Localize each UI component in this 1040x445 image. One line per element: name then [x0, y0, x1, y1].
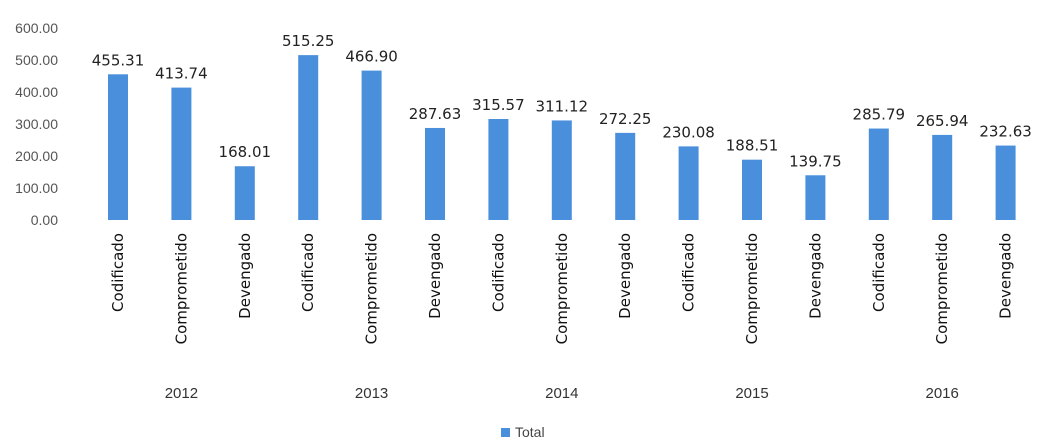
y-tick-label: 300.00 [15, 116, 58, 132]
y-tick-label: 600.00 [15, 20, 58, 36]
bar [488, 119, 508, 220]
y-tick-label: 0.00 [31, 212, 58, 228]
data-label: 311.12 [536, 97, 589, 115]
data-label: 515.25 [282, 32, 335, 50]
bar [235, 166, 255, 220]
bar [171, 88, 191, 220]
category-label: Comprometido [743, 233, 761, 344]
bar [869, 129, 889, 220]
bar [552, 120, 572, 220]
y-tick-label: 500.00 [15, 52, 58, 68]
category-label: Devengado [616, 233, 634, 319]
data-label: 232.63 [979, 123, 1032, 141]
data-label: 272.25 [599, 110, 652, 128]
year-label: 2012 [165, 385, 198, 402]
category-label: Devengado [806, 233, 824, 319]
data-label: 287.63 [409, 105, 462, 123]
legend-swatch [501, 428, 510, 437]
category-label: Comprometido [363, 233, 381, 344]
data-label: 230.08 [662, 123, 715, 141]
data-label: 188.51 [726, 137, 779, 155]
year-label: 2015 [735, 385, 768, 402]
data-label: 265.94 [916, 112, 969, 130]
category-label: Devengado [236, 233, 254, 319]
category-label: Codificado [680, 233, 698, 312]
data-label: 466.90 [345, 48, 398, 66]
year-label: 2016 [926, 385, 959, 402]
data-label: 315.57 [472, 96, 525, 114]
data-label: 455.31 [92, 51, 145, 69]
category-label: Comprometido [933, 233, 951, 344]
category-label: Devengado [997, 233, 1015, 319]
category-label: Comprometido [553, 233, 571, 344]
year-label: 2014 [545, 385, 578, 402]
y-tick-label: 400.00 [15, 84, 58, 100]
bar [742, 160, 762, 220]
category-label: Codificado [489, 233, 507, 312]
year-labels: 2012 2013 2014 2015 2016 [165, 385, 959, 402]
bars [108, 55, 1016, 220]
bar [108, 74, 128, 220]
bar [932, 135, 952, 220]
bar [615, 133, 635, 220]
data-label: 168.01 [219, 143, 272, 161]
category-label: Codificado [870, 233, 888, 312]
bar [679, 146, 699, 220]
data-label: 285.79 [853, 106, 906, 124]
category-labels: Codificado Comprometido Devengado Codificad… [109, 233, 1015, 344]
year-label: 2013 [355, 385, 388, 402]
legend: Total [501, 424, 545, 440]
category-label: Devengado [426, 233, 444, 319]
y-axis: 600.00 500.00 400.00 300.00 200.00 100.00 0.00 [15, 20, 58, 228]
bar [805, 175, 825, 220]
data-label: 139.75 [789, 152, 842, 170]
category-label: Codificado [299, 233, 317, 312]
bar [425, 128, 445, 220]
y-tick-label: 200.00 [15, 148, 58, 164]
bar [298, 55, 318, 220]
category-label: Comprometido [172, 233, 190, 344]
category-label: Codificado [109, 233, 127, 312]
data-label: 413.74 [155, 65, 208, 83]
y-tick-label: 100.00 [15, 180, 58, 196]
bar [362, 71, 382, 220]
legend-label: Total [515, 424, 545, 440]
bar [996, 146, 1016, 220]
